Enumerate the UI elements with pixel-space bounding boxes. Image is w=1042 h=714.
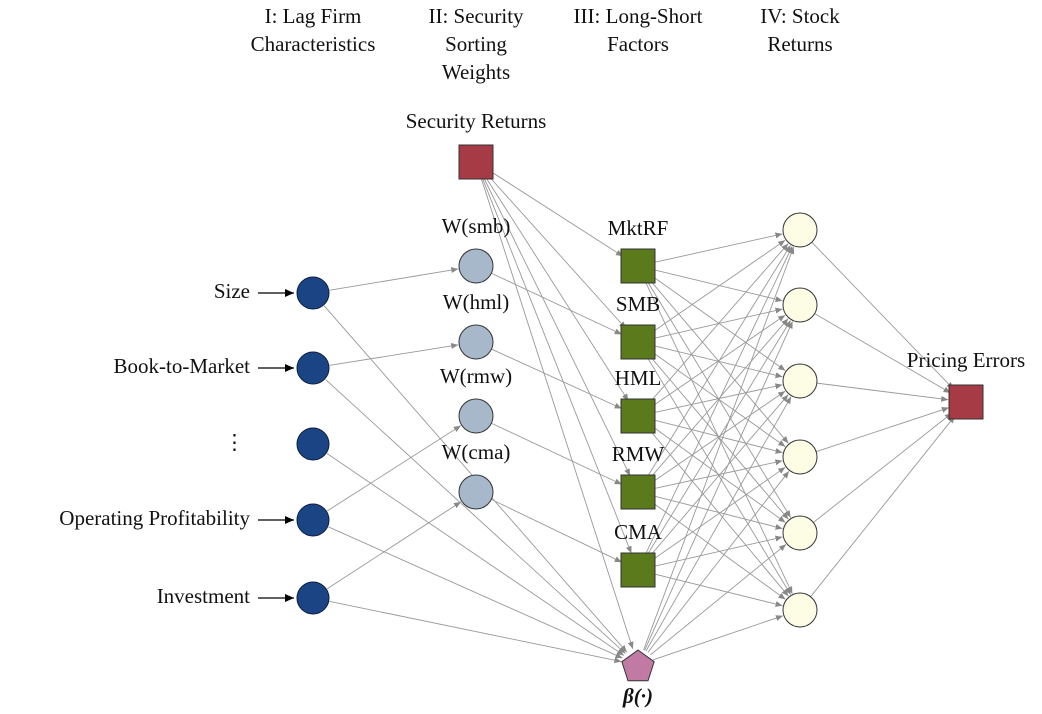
factor-node	[620, 324, 656, 360]
edge	[654, 269, 783, 303]
security-returns-node	[458, 144, 494, 180]
edge	[816, 382, 949, 402]
edge	[329, 267, 459, 291]
weight-label: W(smb)	[442, 214, 511, 238]
input-label: Size	[214, 279, 250, 303]
pricing-errors-label: Pricing Errors	[907, 348, 1025, 372]
edge	[644, 321, 794, 651]
edge	[483, 177, 631, 477]
edge	[326, 453, 625, 656]
factor-node	[620, 552, 656, 588]
weight-node	[458, 474, 494, 510]
edge	[654, 535, 783, 567]
edge	[491, 348, 622, 409]
edges	[323, 170, 956, 664]
pricing-errors-node	[948, 384, 984, 420]
column-header: Sorting	[445, 32, 507, 56]
edge	[648, 318, 789, 480]
edge	[646, 320, 791, 556]
edge	[650, 544, 787, 656]
factor-label: HML	[615, 366, 662, 390]
edge	[491, 498, 622, 563]
security-returns-label: Security Returns	[406, 109, 547, 133]
input-node	[296, 351, 330, 385]
input-node	[296, 581, 330, 615]
edge	[653, 615, 784, 661]
weight-label: W(rmw)	[440, 364, 512, 388]
edge	[646, 245, 791, 478]
edge	[814, 313, 951, 394]
edge	[329, 600, 622, 664]
edge	[813, 412, 953, 523]
column-header: I: Lag Firm	[265, 4, 362, 28]
edge	[654, 459, 783, 489]
weight-node	[458, 324, 494, 360]
weight-node	[458, 398, 494, 434]
column-header: Factors	[607, 32, 669, 56]
edge	[325, 379, 626, 654]
factor-label: RMW	[612, 442, 665, 466]
edge	[651, 466, 786, 561]
edge	[481, 177, 632, 554]
edge	[651, 239, 786, 333]
edge	[648, 394, 789, 558]
edge	[815, 407, 950, 453]
input-node	[296, 276, 330, 310]
edge	[643, 246, 795, 651]
factor-node	[620, 398, 656, 434]
column-header: IV: Stock	[760, 4, 840, 28]
input-label: Operating Profitability	[59, 506, 250, 530]
column-header: Returns	[767, 32, 832, 56]
stock-return-node	[782, 363, 818, 399]
beta-label: β(·)	[622, 684, 653, 708]
factor-label: MktRF	[608, 216, 669, 240]
column-header: III: Long-Short	[574, 4, 703, 28]
stock-return-node	[782, 212, 818, 248]
edge	[651, 501, 786, 600]
beta-node	[621, 649, 655, 682]
edge	[484, 176, 629, 402]
edge	[327, 425, 462, 512]
edge	[810, 415, 956, 597]
input-node	[296, 503, 330, 537]
edge	[647, 470, 790, 653]
stock-return-node	[782, 592, 818, 628]
edge	[328, 526, 623, 659]
factor-label: SMB	[616, 292, 660, 316]
edge	[654, 573, 783, 607]
edge	[491, 422, 622, 485]
edge	[651, 390, 786, 483]
edge	[490, 170, 624, 257]
edge	[480, 178, 634, 649]
edge	[645, 396, 792, 652]
stock-return-node	[782, 287, 818, 323]
edge	[327, 501, 462, 590]
column-header: Characteristics	[251, 32, 376, 56]
edge	[654, 495, 783, 530]
input-label: Book-to-Market	[114, 354, 251, 378]
edge	[329, 342, 459, 366]
edge	[487, 174, 627, 329]
edge	[651, 314, 786, 407]
edge	[811, 241, 954, 390]
column-header: II: Security	[428, 4, 524, 28]
weight-node	[458, 248, 494, 284]
input-label: ⋮	[224, 430, 245, 454]
factor-node	[620, 248, 656, 284]
nodes: I: Lag Firm Characteristics II: Security So…	[59, 4, 1025, 708]
edge	[654, 232, 783, 263]
edge	[648, 243, 789, 404]
column-header: Weights	[442, 60, 510, 84]
input-node	[296, 427, 330, 461]
weight-label: W(cma)	[442, 440, 511, 464]
stock-return-node	[782, 515, 818, 551]
weight-label: W(hml)	[443, 290, 509, 314]
edge	[491, 272, 622, 335]
factor-node	[620, 474, 656, 510]
edge	[644, 246, 793, 555]
stock-return-node	[782, 439, 818, 475]
factor-label: CMA	[614, 520, 663, 544]
input-label: Investment	[157, 584, 250, 608]
